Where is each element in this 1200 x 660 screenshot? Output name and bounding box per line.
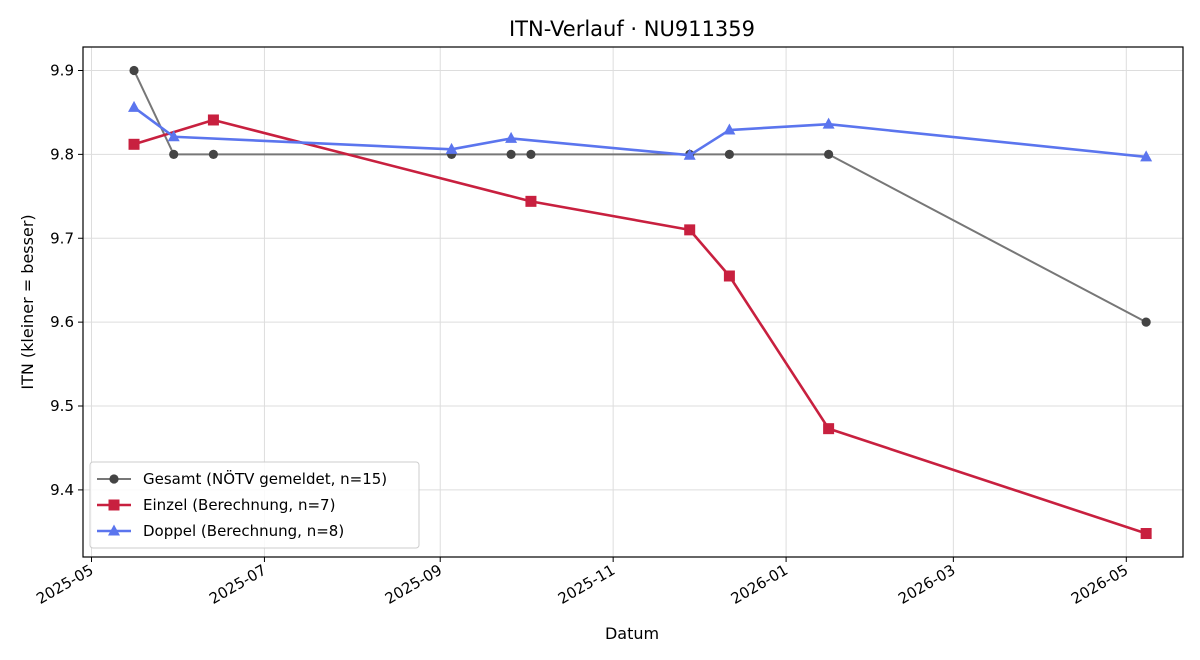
data-point [822, 117, 835, 129]
legend-label: Einzel (Berechnung, n=7) [143, 496, 335, 514]
series-1 [129, 65, 1151, 327]
data-point [823, 423, 835, 435]
data-point [129, 65, 139, 76]
y-tick-label: 9.8 [50, 145, 74, 163]
data-point [724, 149, 734, 159]
data-point [723, 123, 736, 135]
legend-label: Gesamt (NÖTV gemeldet, n=15) [143, 469, 387, 488]
series-3 [128, 100, 1153, 162]
data-point [207, 114, 219, 126]
y-tick-label: 9.6 [50, 313, 74, 331]
data-point [208, 149, 219, 159]
legend-marker [109, 474, 119, 484]
legend-label: Doppel (Berechnung, n=8) [143, 522, 344, 540]
data-point [723, 270, 735, 282]
data-point [445, 142, 458, 154]
legend-entry: Doppel (Berechnung, n=8) [97, 522, 344, 540]
x-tick-label: 2026-05 [1068, 561, 1131, 608]
data-point [128, 100, 141, 112]
data-point [1140, 528, 1152, 540]
y-tick-label: 9.4 [50, 481, 74, 499]
x-tick-label: 2025-09 [382, 561, 445, 608]
legend-box [89, 461, 420, 549]
data-point [167, 130, 180, 142]
x-tick-label: 2025-05 [33, 561, 96, 608]
y-axis-label: ITN (kleiner = besser) [18, 214, 37, 389]
plot-frame [82, 46, 1184, 558]
data-point [506, 149, 516, 159]
x-tick-label: 2026-03 [895, 561, 958, 608]
data-point [505, 131, 518, 143]
legend-marker [108, 499, 120, 511]
data-point [525, 195, 537, 207]
data-point [526, 149, 536, 159]
series-2 [128, 114, 1152, 540]
y-tick-label: 9.7 [50, 229, 74, 247]
legend: Gesamt (NÖTV gemeldet, n=15) Einzel (Bere… [89, 461, 420, 549]
y-tick-label: 9.5 [50, 397, 74, 415]
data-point [684, 224, 696, 236]
y-tick-label: 9.9 [50, 61, 74, 79]
x-tick-label: 2025-07 [206, 561, 269, 608]
data-point [683, 148, 696, 160]
x-axis-label: Datum [605, 624, 659, 643]
chart-title: ITN-Verlauf · NU911359 [509, 17, 755, 41]
legend-entry: Gesamt (NÖTV gemeldet, n=15) [97, 469, 387, 488]
series-line [133, 106, 1147, 159]
legend-entry: Einzel (Berechnung, n=7) [97, 496, 335, 514]
data-point [1141, 317, 1151, 327]
x-tick-label: 2026-01 [728, 561, 791, 608]
series-line [133, 70, 1147, 324]
data-point [1140, 150, 1153, 162]
data-point [824, 149, 834, 159]
data-point [128, 138, 140, 150]
legend-marker [108, 524, 120, 536]
data-point [169, 149, 179, 159]
x-tick-label: 2025-11 [555, 561, 618, 608]
series-layer [128, 65, 1153, 540]
